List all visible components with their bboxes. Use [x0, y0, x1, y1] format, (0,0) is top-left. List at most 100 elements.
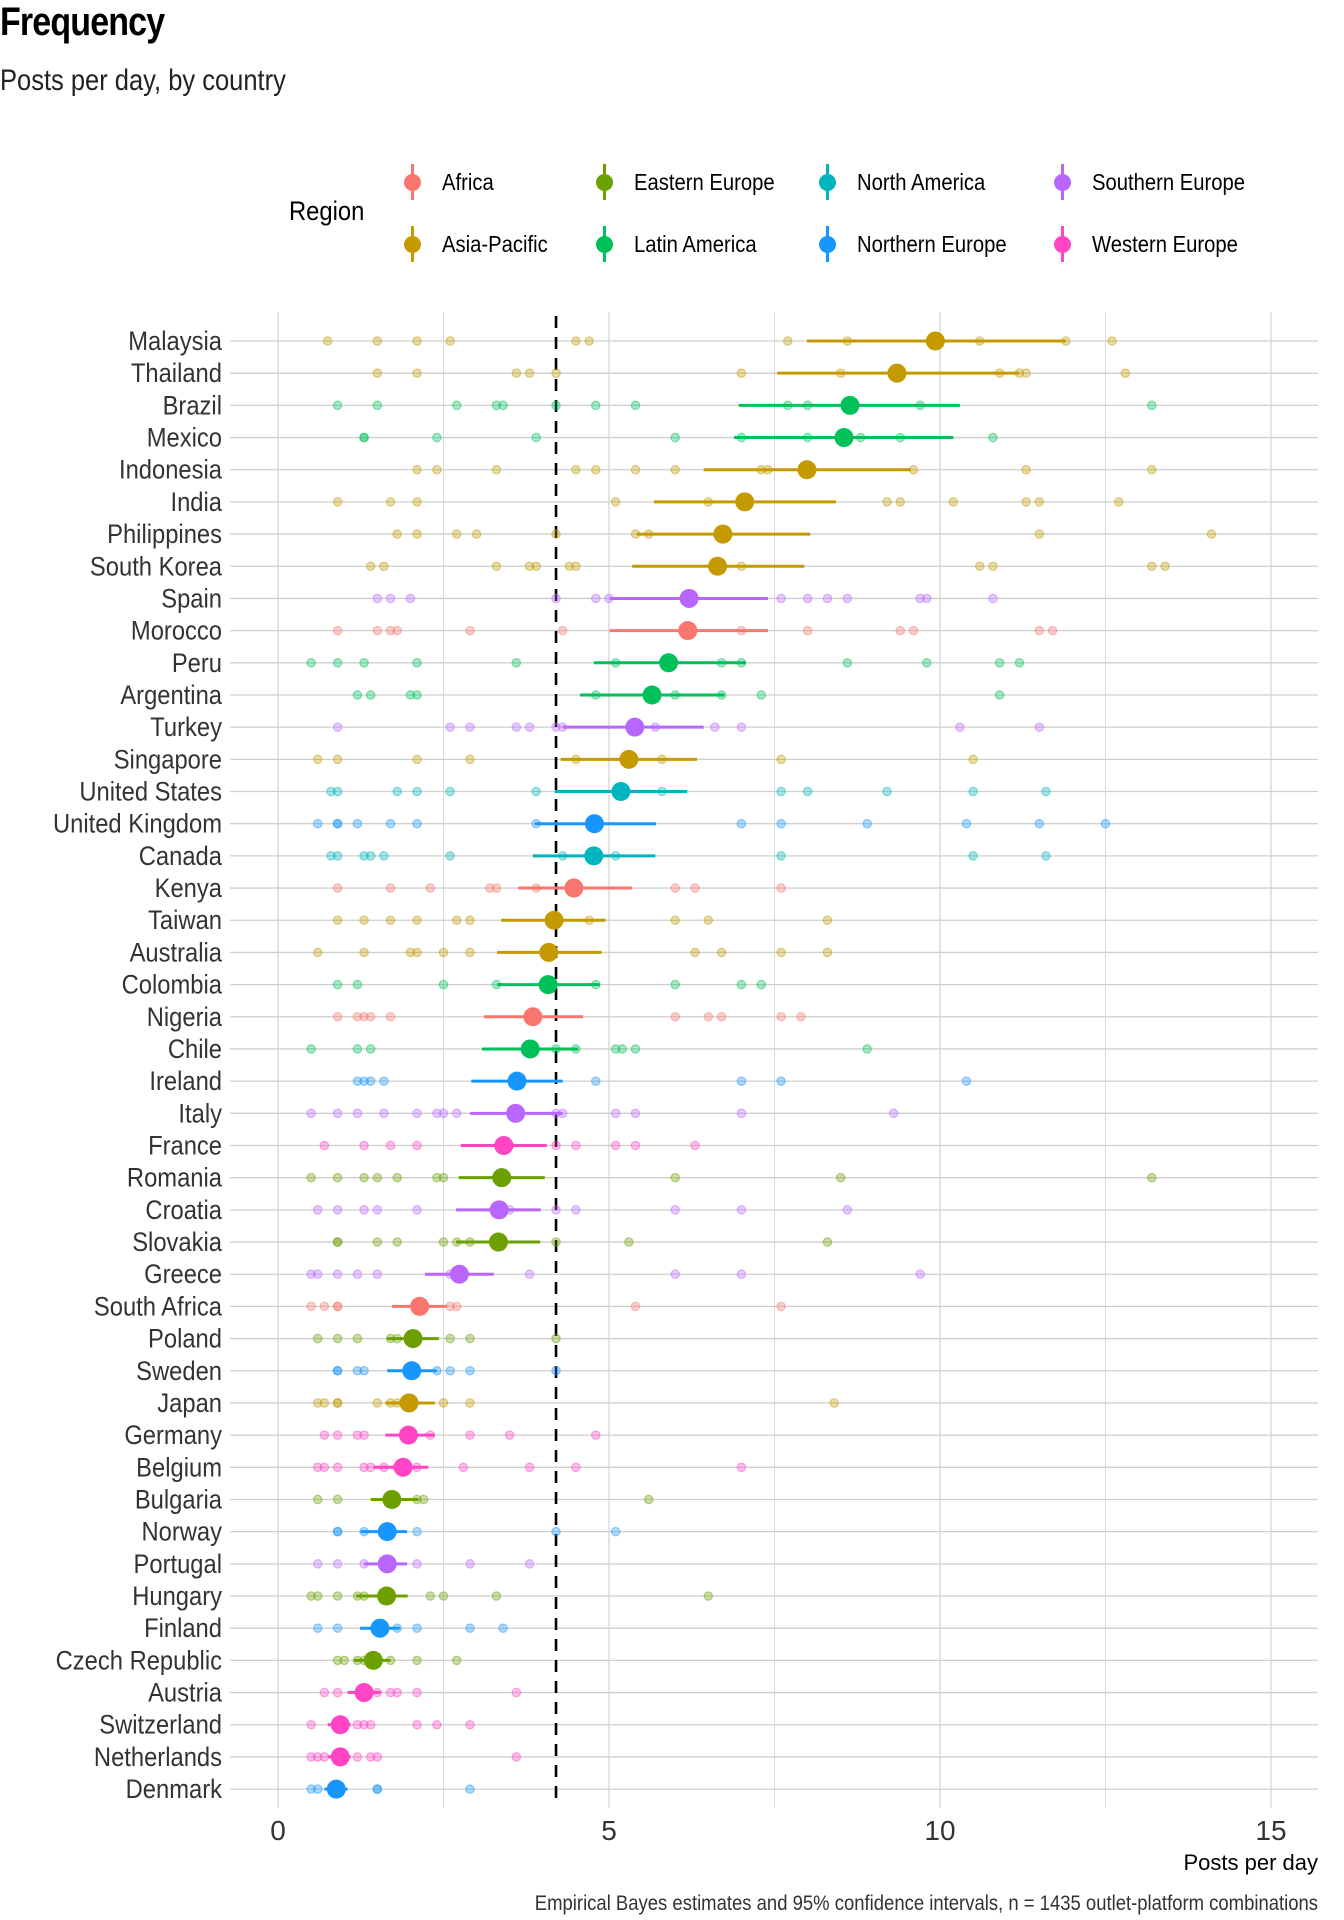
observation-point — [352, 1044, 363, 1054]
observation-point — [438, 1591, 449, 1601]
y-label-croatia: Croatia — [145, 1196, 222, 1226]
observation-point — [359, 1205, 369, 1215]
estimate-point — [507, 1071, 527, 1091]
observation-point — [312, 1494, 323, 1505]
observation-point — [432, 1108, 442, 1119]
observation-point — [491, 464, 502, 475]
observation-point — [379, 1108, 389, 1119]
observation-point — [465, 1333, 475, 1344]
observation-point — [412, 754, 422, 765]
observation-point — [332, 1398, 343, 1408]
observation-point — [802, 593, 813, 604]
legend-label: Asia-Pacific — [442, 230, 548, 257]
observation-point — [643, 1494, 654, 1505]
observation-point — [504, 1430, 515, 1440]
observation-point — [776, 754, 786, 765]
estimate-points — [326, 331, 945, 1799]
observation-point — [372, 400, 383, 411]
observation-point — [385, 915, 396, 926]
y-label-greece: Greece — [144, 1260, 222, 1290]
observation-point — [1041, 851, 1051, 861]
x-tick-label: 5 — [601, 1815, 617, 1846]
observation-point — [921, 657, 932, 668]
observation-point — [690, 947, 700, 958]
observation-point — [392, 786, 402, 797]
estimate-point — [449, 1264, 469, 1284]
observation-point — [365, 851, 376, 861]
chart-title: Frequency — [0, 0, 165, 44]
observation-point — [432, 1719, 442, 1730]
observation-point — [465, 1398, 475, 1408]
observation-point — [412, 1205, 422, 1215]
observation-point — [425, 883, 436, 893]
observation-point — [1206, 529, 1217, 539]
observation-point — [498, 400, 508, 411]
observation-point — [392, 1172, 402, 1183]
observation-point — [332, 497, 343, 507]
estimate-point — [679, 588, 699, 608]
legend-key-icon — [1050, 162, 1074, 202]
observation-point — [736, 1076, 747, 1086]
observation-point — [630, 1301, 641, 1312]
observation-point — [352, 1430, 363, 1440]
y-label-finland: Finland — [144, 1614, 222, 1644]
observation-point — [405, 593, 416, 604]
chart-caption: Empirical Bayes estimates and 95% confid… — [534, 1892, 1318, 1915]
observation-point — [332, 786, 343, 797]
observation-point — [776, 883, 786, 893]
observation-point — [332, 1237, 343, 1247]
observation-point — [1047, 625, 1058, 636]
y-label-hungary: Hungary — [132, 1582, 222, 1612]
observation-point — [319, 1752, 330, 1762]
observation-point — [372, 593, 383, 604]
observation-point — [306, 1301, 316, 1312]
legend-label: Northern Europe — [857, 230, 1007, 257]
observation-point — [332, 1623, 343, 1633]
observation-point — [332, 1494, 343, 1505]
legend-item-western-europe: Western Europe — [1050, 224, 1258, 264]
observation-point — [332, 818, 343, 829]
estimate-point — [834, 428, 854, 448]
observation-point — [1021, 497, 1031, 507]
observation-point — [551, 1333, 561, 1344]
observation-point — [670, 1269, 680, 1280]
observation-point — [1034, 529, 1045, 539]
observation-point — [385, 593, 396, 604]
observation-point — [385, 1011, 396, 1022]
observation-point — [365, 1076, 376, 1086]
observation-point — [584, 336, 594, 346]
observation-point — [372, 1237, 383, 1247]
observation-point — [372, 1784, 383, 1794]
observation-point — [365, 561, 376, 572]
observation-point — [372, 1784, 383, 1794]
observation-point — [359, 432, 369, 443]
observation-point — [319, 1462, 330, 1473]
observation-point — [306, 1752, 316, 1762]
observation-point — [306, 1269, 316, 1280]
y-label-nigeria: Nigeria — [147, 1002, 223, 1032]
observation-point — [524, 368, 535, 378]
observation-point — [1120, 368, 1131, 378]
observation-point — [1021, 464, 1031, 475]
observation-point — [332, 1172, 343, 1183]
observation-point — [1034, 497, 1045, 507]
observation-point — [590, 400, 601, 411]
estimate-point — [382, 1489, 402, 1509]
observation-point — [551, 1205, 561, 1215]
observation-point — [1034, 625, 1045, 636]
observation-point — [372, 1752, 383, 1762]
observation-point — [306, 1784, 316, 1794]
legend-label: North America — [857, 168, 986, 195]
observation-point — [312, 1333, 323, 1344]
observation-point — [551, 368, 561, 378]
estimate-point — [377, 1522, 397, 1542]
x-tick-label: 10 — [924, 1815, 955, 1846]
y-label-france: France — [148, 1131, 222, 1161]
estimate-point — [797, 460, 817, 480]
legend-key-icon — [400, 224, 424, 264]
observation-point — [445, 336, 455, 346]
observation-point — [511, 657, 522, 668]
observation-point — [485, 883, 495, 893]
observation-point — [392, 1687, 402, 1698]
y-label-brazil: Brazil — [163, 391, 222, 421]
